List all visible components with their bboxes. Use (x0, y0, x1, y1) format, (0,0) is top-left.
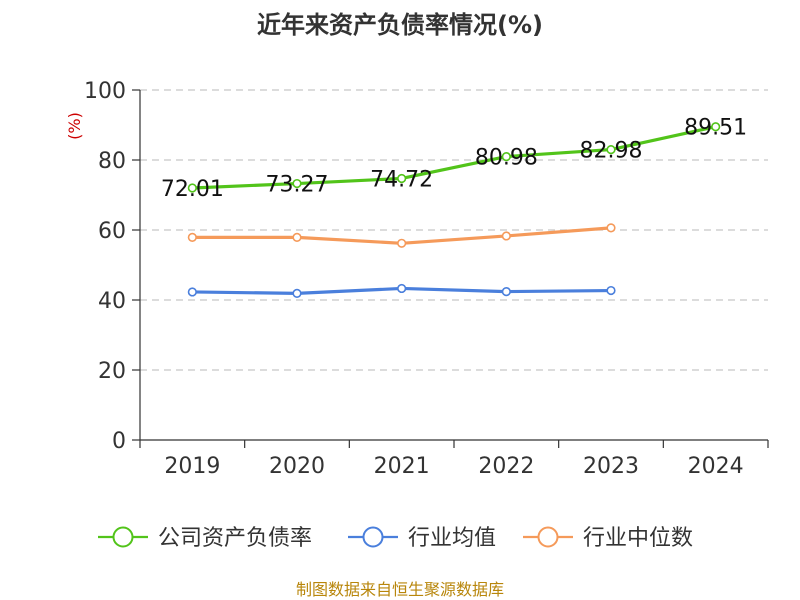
y-tick-label: 80 (98, 149, 126, 174)
series-point-0 (606, 144, 616, 155)
data-label: 80.98 (475, 146, 538, 171)
series-point-2 (501, 231, 511, 241)
data-label: 73.27 (266, 173, 329, 198)
series-point-0 (292, 178, 302, 189)
x-tick-label: 2021 (374, 454, 430, 479)
series-point-0 (711, 122, 721, 132)
series-point-1 (187, 287, 197, 297)
x-tick-label: 2019 (164, 454, 220, 479)
y-tick-label: 40 (98, 289, 126, 314)
data-label: 72.01 (161, 177, 224, 202)
series-point-2 (292, 232, 302, 242)
source-note: 制图数据来自恒生聚源数据库 (296, 580, 504, 599)
legend-marker-1 (362, 526, 384, 548)
series-point-1 (606, 285, 616, 296)
legend-marker-2 (537, 526, 559, 548)
legend-label: 公司资产负债率 (158, 526, 312, 551)
series-point-2 (187, 232, 197, 242)
series-lines (187, 122, 721, 298)
legend-label: 行业均值 (408, 526, 496, 551)
series-point-1 (292, 288, 302, 298)
x-tick-label: 2023 (583, 454, 639, 479)
series-point-1 (501, 287, 511, 297)
series-point-0 (501, 151, 511, 162)
y-tick-label: 60 (98, 219, 126, 244)
x-tick-label: 2020 (269, 454, 325, 479)
series-point-2 (397, 238, 407, 248)
y-tick-label: 0 (112, 429, 126, 454)
chart-title: 近年来资产负债率情况(%) (257, 11, 543, 39)
series-point-0 (397, 173, 407, 184)
grid-lines (140, 89, 768, 371)
series-point-1 (397, 283, 407, 294)
series-line-0 (192, 125, 717, 190)
data-label: 74.72 (370, 167, 433, 192)
y-tick-label: 20 (98, 359, 126, 384)
axes (132, 89, 769, 448)
data-label: 89.51 (684, 116, 747, 141)
series-point-2 (606, 223, 616, 233)
y-tick-label: 100 (84, 79, 126, 104)
x-tick-label: 2024 (688, 454, 744, 479)
y-axis-unit: (%) (65, 112, 84, 140)
legend: 公司资产负债率 行业均值 行业中位数 (98, 526, 693, 551)
legend-marker-0 (112, 526, 134, 548)
x-tick-label: 2022 (478, 454, 534, 479)
data-label: 82.98 (580, 139, 643, 164)
series-point-0 (187, 183, 197, 193)
x-tick-labels: 2019 2020 2021 2022 2023 2024 (164, 454, 743, 479)
legend-label: 行业中位数 (583, 526, 693, 551)
y-tick-labels: 0 20 40 60 80 100 (84, 79, 126, 454)
data-labels: 72.01 73.27 74.72 80.98 82.98 89.51 (161, 116, 747, 202)
